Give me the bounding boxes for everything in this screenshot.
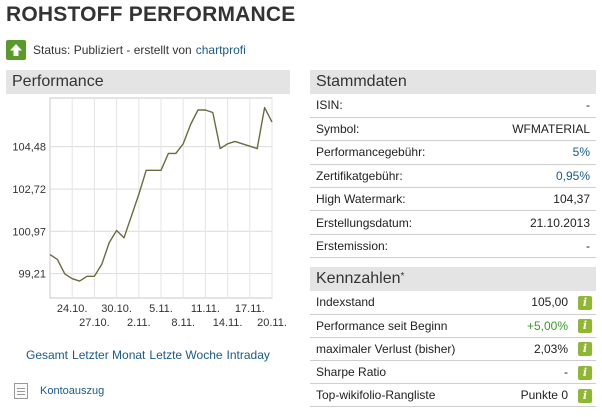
row-value-isin: - <box>474 94 596 118</box>
y-tick-label: 102,72 <box>12 184 46 196</box>
table-row: Erstellungsdatum: 21.10.2013 <box>310 210 596 235</box>
table-row: ISIN: - <box>310 94 596 118</box>
kontoauszug-link[interactable]: Kontoauszug <box>14 383 104 399</box>
table-row: Sharpe Ratio - i <box>310 360 596 385</box>
row-label-isin: ISIN: <box>310 94 475 118</box>
status-text: Status: Publiziert - erstellt von <box>33 43 192 57</box>
row-label-high-watermark: High Watermark: <box>310 187 475 212</box>
row-label-rangliste: Top-wikifolio-Rangliste <box>310 383 500 408</box>
table-row: High Watermark: 104,37 <box>310 187 596 212</box>
status-published-icon <box>6 40 26 60</box>
performance-header: Performance <box>6 70 290 94</box>
stammdaten-header: Stammdaten <box>310 70 596 94</box>
table-row: Zertifikatgebühr: 0,95% <box>310 164 596 189</box>
y-tick-label: 104,48 <box>12 142 46 154</box>
row-label-performancegebuehr: Performancegebühr: <box>310 140 475 165</box>
performance-chart: 99,21 100,97 102,72 104,48 24.10. 27.10. 30.10… <box>6 94 290 334</box>
x-tick-label: 14.11. <box>213 317 243 329</box>
table-row: Indexstand 105,00 i <box>310 291 596 315</box>
row-label-erstemission: Erstemission: <box>310 234 475 259</box>
row-value-symbol: WFMATERIAL <box>474 117 596 142</box>
info-icon[interactable]: i <box>578 295 592 310</box>
row-value-high-watermark: 104,37 <box>474 187 596 212</box>
performance-chart-svg: 99,21 100,97 102,72 104,48 24.10. 27.10. 30.10… <box>12 97 287 329</box>
x-tick-label: 27.10. <box>79 317 110 329</box>
x-tick-label: 20.11. <box>257 317 287 329</box>
table-row: Performance seit Beginn +5,00% i <box>310 314 596 338</box>
author-link[interactable]: chartprofi <box>195 43 246 57</box>
range-link-letzte-woche[interactable]: Letzte Woche <box>149 348 223 362</box>
page-title: ROHSTOFF PERFORMANCE <box>6 3 296 26</box>
row-label-sharpe-ratio: Sharpe Ratio <box>310 360 500 385</box>
stammdaten-table: ISIN: - Symbol: WFMATERIAL Performancege… <box>310 94 596 259</box>
series-line <box>49 106 273 282</box>
x-tick-label: 11.11. <box>191 303 220 315</box>
table-row: maximaler Verlust (bisher) 2,03% i <box>310 337 596 362</box>
row-label-erstellungsdatum: Erstellungsdatum: <box>310 210 475 235</box>
range-links: Gesamt Letzter Monat Letzte Woche Intrad… <box>26 348 270 362</box>
table-row: Top-wikifolio-Rangliste Punkte 0 i <box>310 383 596 408</box>
info-icon[interactable]: i <box>578 319 592 334</box>
row-value-maximaler-verlust: 2,03% <box>499 337 574 362</box>
document-icon <box>14 383 28 399</box>
row-value-zertifikatgebuehr[interactable]: 0,95% <box>474 164 596 189</box>
table-row: Performancegebühr: 5% <box>310 140 596 165</box>
row-label-maximaler-verlust: maximaler Verlust (bisher) <box>310 337 500 362</box>
row-value-rangliste: Punkte 0 <box>499 383 574 408</box>
kontoauszug-label: Kontoauszug <box>40 385 105 397</box>
range-link-gesamt[interactable]: Gesamt <box>26 348 69 362</box>
info-icon[interactable]: i <box>578 342 592 357</box>
y-tick-label: 99,21 <box>18 269 46 281</box>
x-tick-label: 5.11. <box>149 303 173 315</box>
x-tick-label: 8.11. <box>171 317 195 329</box>
kennzahlen-footnote-mark: * <box>400 271 405 282</box>
row-label-performance-seit-beginn: Performance seit Beginn <box>310 314 500 338</box>
row-value-erstemission: - <box>474 234 596 259</box>
row-value-indexstand: 105,00 <box>499 291 574 315</box>
status-line: Status: Publiziert - erstellt von chartp… <box>6 40 246 60</box>
range-link-intraday[interactable]: Intraday <box>226 348 270 362</box>
row-value-performancegebuehr[interactable]: 5% <box>474 140 596 165</box>
kennzahlen-header: Kennzahlen* <box>310 267 596 291</box>
table-row: Symbol: WFMATERIAL <box>310 117 596 142</box>
row-label-indexstand: Indexstand <box>310 291 500 315</box>
row-value-performance-seit-beginn: +5,00% <box>499 314 574 338</box>
row-value-sharpe-ratio: - <box>499 360 574 385</box>
table-row: Erstemission: - <box>310 234 596 259</box>
x-tick-label: 24.10. <box>57 303 88 315</box>
range-link-letzter-monat[interactable]: Letzter Monat <box>72 348 146 362</box>
x-tick-label: 30.10. <box>101 303 132 315</box>
x-tick-label: 2.11. <box>127 317 151 329</box>
x-tick-label: 17.11. <box>235 303 265 315</box>
row-label-symbol: Symbol: <box>310 117 475 142</box>
y-tick-label: 100,97 <box>12 226 46 238</box>
kennzahlen-title: Kennzahlen <box>316 270 401 287</box>
info-icon[interactable]: i <box>578 388 592 403</box>
info-icon[interactable]: i <box>578 365 592 380</box>
kennzahlen-table: Indexstand 105,00 i Performance seit Beg… <box>310 291 596 408</box>
row-label-zertifikatgebuehr: Zertifikatgebühr: <box>310 164 475 189</box>
row-value-erstellungsdatum: 21.10.2013 <box>474 210 596 235</box>
